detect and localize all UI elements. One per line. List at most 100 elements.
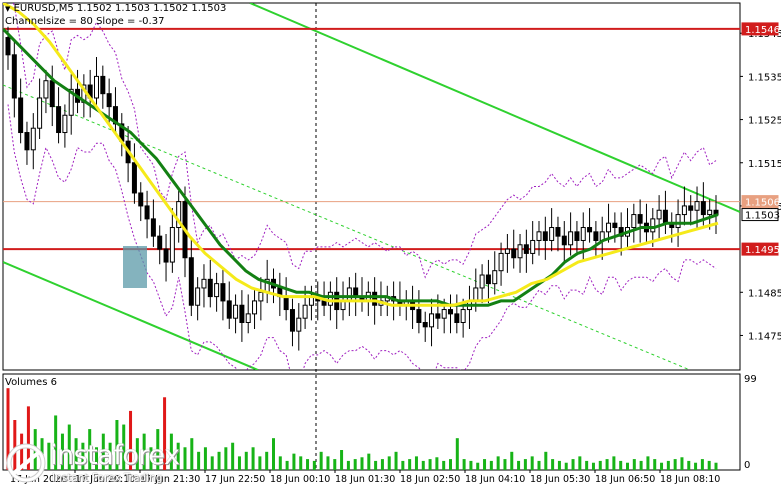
volume-bar	[149, 447, 153, 470]
time-tick-label: 18 Jun 05:30	[530, 474, 590, 485]
volume-bar	[163, 397, 167, 470]
volume-bar	[74, 438, 78, 470]
candle-body	[416, 309, 422, 324]
watermark-tagline: Instant Forex Trading	[52, 472, 163, 484]
price-badge-text: 1.1503	[745, 211, 780, 222]
volume-bar	[605, 459, 609, 470]
candle-body	[511, 248, 517, 259]
channel-lower-line	[3, 261, 259, 370]
candle-body	[460, 309, 466, 324]
volume-bar	[612, 456, 616, 470]
volume-bar	[13, 420, 17, 470]
volume-bar	[333, 459, 337, 470]
volume-bar	[231, 442, 235, 470]
volume-bar	[694, 462, 698, 470]
candle-body	[214, 283, 220, 298]
candle-body	[606, 222, 612, 233]
volume-bar	[421, 460, 425, 470]
candle-body	[131, 162, 137, 194]
candle-body	[321, 300, 327, 306]
candle-body	[327, 291, 333, 306]
candle-body	[580, 227, 586, 241]
candle-body	[106, 93, 112, 108]
volume-bar	[278, 456, 282, 470]
time-tick-label: 18 Jun 02:50	[400, 474, 460, 485]
candle-body	[239, 304, 245, 324]
time-tick-label: 18 Jun 06:50	[595, 474, 655, 485]
time-tick-label: 18 Jun 01:30	[335, 474, 395, 485]
candle-body	[195, 287, 201, 306]
volume-bar	[67, 424, 71, 470]
volume-bar	[326, 456, 330, 470]
volume-bar	[129, 410, 133, 470]
volume-bar	[626, 462, 629, 470]
volume-bar	[517, 460, 521, 470]
time-tick-label: 17 Jun 2020	[10, 474, 67, 485]
price-badge-1.1495	[741, 242, 779, 256]
volume-bar	[115, 420, 119, 470]
envelope-lower	[7, 104, 717, 370]
volume-bar	[408, 459, 412, 470]
time-tick-label: 17 Jun 20:10	[75, 474, 135, 485]
price-badge-1.1506	[741, 195, 779, 209]
volume-bar	[530, 456, 534, 470]
candle-body	[220, 283, 226, 302]
candle-body	[662, 209, 668, 224]
price-tick-label: 1.1525	[748, 116, 781, 127]
price-badge-text: 1.1546	[745, 25, 780, 36]
candle-body	[169, 227, 175, 263]
candle-body	[504, 248, 510, 254]
candle-body	[188, 257, 194, 306]
volume-bar	[666, 460, 670, 470]
volume-bar	[197, 451, 201, 470]
volume-panel-frame	[2, 373, 741, 471]
volume-bar	[272, 438, 275, 470]
volume-bar	[135, 438, 139, 470]
candle-body	[448, 309, 453, 315]
volume-bar	[414, 456, 418, 470]
volume-bar	[265, 451, 269, 470]
price-tick-label: 1.1475	[748, 331, 781, 342]
volume-bar	[210, 456, 214, 470]
price-panel-frame	[2, 2, 741, 371]
candle-body	[233, 304, 239, 319]
time-tick-label: 18 Jun 08:10	[660, 474, 720, 485]
candle-body	[637, 214, 643, 224]
channel-mid-line	[3, 84, 691, 370]
candle-body	[612, 222, 618, 229]
volume-bar	[122, 424, 126, 470]
volume-bar	[95, 447, 98, 470]
volume-bar	[387, 456, 391, 470]
volume-bar	[483, 459, 487, 470]
volume-bar	[176, 442, 180, 470]
collapse-triangle-icon[interactable]: ▼	[5, 5, 11, 13]
volume-bar	[639, 460, 643, 470]
time-tick-label: 17 Jun 21:30	[140, 474, 200, 485]
price-badge-text: 1.1495	[745, 245, 780, 256]
volume-bar	[680, 457, 684, 470]
candle-body	[138, 192, 144, 207]
volume-bar	[292, 453, 296, 470]
candle-body	[517, 244, 523, 259]
candle-body	[549, 227, 555, 241]
volume-bar	[619, 460, 623, 470]
volume-bar	[340, 450, 344, 470]
signal-highlight-box	[123, 246, 147, 288]
candle-body	[24, 132, 30, 151]
volume-bar	[687, 460, 691, 470]
candle-body	[100, 75, 106, 95]
volume-bar	[224, 447, 228, 470]
candle-body	[618, 227, 624, 237]
candle-body	[157, 235, 163, 250]
volume-bar	[251, 447, 255, 470]
instaforex-logo-icon	[6, 443, 46, 483]
candle-body	[346, 287, 352, 302]
price-badge-1.1546	[741, 22, 779, 36]
volume-bar	[380, 459, 384, 470]
volume-bar	[435, 457, 439, 470]
candle-body	[681, 205, 687, 216]
candle-body	[694, 201, 700, 211]
candle-body	[30, 127, 36, 151]
volume-bar	[258, 456, 262, 470]
time-tick-label: 18 Jun 04:10	[465, 474, 525, 485]
